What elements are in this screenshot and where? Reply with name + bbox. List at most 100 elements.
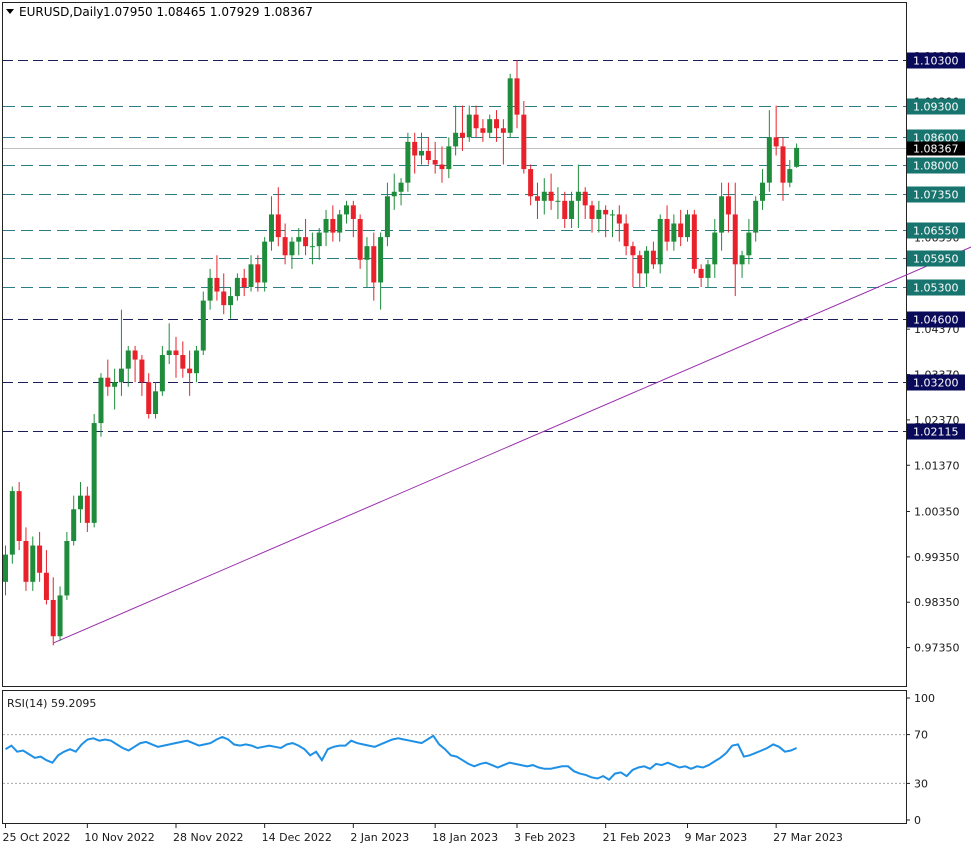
level-label-bg bbox=[907, 374, 965, 391]
candle-body bbox=[316, 232, 322, 247]
candle-body bbox=[303, 237, 309, 247]
candle-body bbox=[514, 78, 520, 115]
current-price-badge bbox=[907, 141, 965, 156]
candle-body bbox=[241, 277, 247, 287]
candle-body bbox=[494, 119, 500, 129]
candle-body bbox=[118, 368, 124, 383]
time-tick-label: 25 Oct 2022 bbox=[3, 831, 71, 844]
level-label-bg bbox=[907, 157, 965, 174]
level-label-bg bbox=[907, 279, 965, 296]
candle-body bbox=[139, 359, 145, 383]
candle-body bbox=[432, 160, 438, 165]
level-label: 1.05300 bbox=[913, 282, 959, 295]
candle-body bbox=[112, 382, 118, 387]
candle-body bbox=[446, 146, 452, 170]
candle-body bbox=[16, 491, 22, 541]
candle-body bbox=[596, 209, 602, 219]
candle-body bbox=[589, 205, 595, 219]
level-label-bg bbox=[907, 52, 965, 69]
candle-body bbox=[384, 196, 390, 238]
candle-body bbox=[378, 237, 384, 283]
candle-body bbox=[200, 300, 206, 351]
candle-body bbox=[344, 205, 349, 215]
candle-body bbox=[739, 255, 745, 265]
candle-body bbox=[337, 214, 343, 233]
candle-body bbox=[569, 200, 575, 219]
candle-body bbox=[371, 246, 377, 283]
candle-body bbox=[173, 350, 179, 356]
level-label: 1.05950 bbox=[913, 253, 959, 266]
candle-body bbox=[193, 350, 199, 374]
candle-body bbox=[582, 191, 588, 206]
candle-body bbox=[794, 147, 800, 167]
levels-layer bbox=[3, 60, 906, 432]
candle-body bbox=[664, 218, 670, 242]
candle-body bbox=[268, 214, 274, 242]
candle-body bbox=[248, 264, 254, 287]
candle-body bbox=[712, 232, 718, 265]
level-label: 1.09300 bbox=[913, 101, 959, 114]
candle-body bbox=[603, 209, 609, 215]
candle-body bbox=[214, 277, 220, 292]
candle-body bbox=[296, 237, 302, 242]
candle-body bbox=[725, 196, 731, 215]
candle-body bbox=[459, 132, 465, 138]
rsi-pane-frame bbox=[2, 690, 907, 824]
candle-body bbox=[207, 277, 213, 301]
candle-body bbox=[746, 232, 752, 256]
dropdown-triangle-icon[interactable] bbox=[6, 9, 14, 14]
candle-body bbox=[466, 114, 472, 138]
candle-body bbox=[528, 169, 534, 197]
candle-body bbox=[234, 277, 240, 297]
candle-body bbox=[309, 246, 315, 248]
time-axis: 25 Oct 2022 10 Nov 2022 28 Nov 2022 14 Dec … bbox=[3, 823, 843, 844]
candle-body bbox=[30, 545, 36, 582]
level-label-bg bbox=[907, 423, 965, 440]
price-tick-label: 0.98350 bbox=[914, 596, 960, 609]
candle-body bbox=[691, 214, 697, 269]
level-label: 1.08000 bbox=[913, 160, 959, 173]
time-tick-label: 14 Dec 2022 bbox=[262, 831, 332, 844]
candle-body bbox=[166, 350, 172, 356]
candle-body bbox=[323, 218, 329, 233]
candle-body bbox=[9, 491, 15, 555]
level-label: 1.02115 bbox=[913, 426, 959, 439]
time-tick-label: 10 Nov 2022 bbox=[84, 831, 154, 844]
candle-body bbox=[678, 223, 684, 238]
candle-body bbox=[487, 119, 493, 133]
candle-body bbox=[350, 205, 356, 219]
candle-body bbox=[153, 391, 159, 414]
level-label-bg bbox=[907, 311, 965, 328]
candle-body bbox=[548, 191, 554, 201]
ascending-trendline bbox=[53, 246, 971, 644]
candle-body bbox=[125, 350, 131, 369]
rsi-tick-label: 100 bbox=[914, 692, 935, 705]
level-label-bg bbox=[907, 250, 965, 267]
candle-body bbox=[78, 495, 84, 510]
candle-body bbox=[650, 250, 656, 265]
candle-body bbox=[773, 137, 779, 147]
candle-body bbox=[705, 264, 711, 278]
candle-body bbox=[132, 350, 138, 360]
candle-body bbox=[534, 196, 540, 201]
rsi-pane: 100 70 30 0 bbox=[3, 692, 935, 827]
candle-body bbox=[732, 214, 738, 265]
level-labels: 1.10300 1.09300 1.08600 1.08000 1.07350 1.065… bbox=[907, 52, 965, 440]
candle-body bbox=[105, 377, 111, 387]
level-label: 1.08600 bbox=[913, 132, 959, 145]
rsi-tick-label: 70 bbox=[914, 729, 928, 742]
price-tick-label: 0.97350 bbox=[914, 642, 960, 655]
candle-body bbox=[262, 241, 268, 283]
rsi-tick-label: 0 bbox=[914, 814, 921, 827]
time-tick-label: 3 Feb 2023 bbox=[514, 831, 575, 844]
time-tick-label: 2 Jan 2023 bbox=[350, 831, 409, 844]
candle-body bbox=[37, 545, 43, 573]
price-tick-label: 0.99350 bbox=[914, 551, 960, 564]
rsi-tick-label: 30 bbox=[914, 777, 928, 790]
candle-body bbox=[405, 141, 411, 183]
rsi-title: RSI(14) 59.2095 bbox=[7, 697, 96, 710]
candle-body bbox=[637, 255, 643, 274]
time-tick-label: 28 Nov 2022 bbox=[173, 831, 243, 844]
candle-body bbox=[555, 200, 561, 202]
candle-body bbox=[787, 169, 793, 183]
